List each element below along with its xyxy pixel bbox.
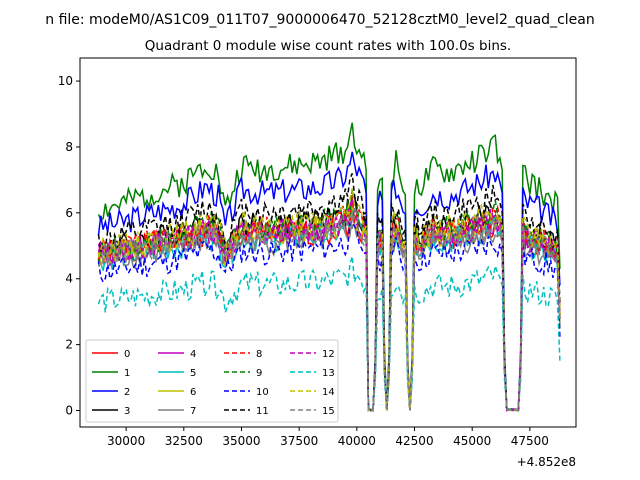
legend-label: 9 [256,368,262,379]
series-line-13 [97,256,561,412]
legend-label: 5 [190,368,196,379]
x-tick-label: 42500 [395,434,433,448]
legend-label: 6 [190,387,196,398]
legend-label: 4 [190,349,196,360]
legend-label: 7 [190,406,196,417]
x-tick-label: 40000 [338,434,376,448]
x-offset-label: +4.852e8 [517,455,576,469]
x-tick-label: 45000 [453,434,491,448]
x-tick-label: 30000 [107,434,145,448]
series-line-15 [97,204,561,412]
y-tick-label: 4 [65,272,73,286]
x-tick-label: 37500 [280,434,318,448]
legend-frame [85,339,339,423]
legend-label: 3 [124,406,130,417]
x-tick-label: 32500 [165,434,203,448]
x-axis-ticks: 30000 32500 35000 37500 40000 42500 45000 47500 [107,427,549,448]
legend-label: 11 [256,406,269,417]
legend-label: 15 [322,406,335,417]
y-tick-label: 0 [65,404,73,418]
legend-label: 12 [322,349,335,360]
series-line-14 [97,188,561,412]
series-line-2 [97,151,561,412]
y-tick-label: 10 [58,74,73,88]
legend-label: 8 [256,349,262,360]
legend-label: 0 [124,349,130,360]
chart-title: Quadrant 0 module wise count rates with … [145,38,511,54]
y-tick-label: 6 [65,206,73,220]
legend-label: 1 [124,368,130,379]
legend-label: 13 [322,368,335,379]
series-line-1 [97,122,561,412]
x-tick-label: 35000 [222,434,260,448]
plot-frame [79,57,577,428]
figure-suptitle: n file: modeM0/AS1C09_011T07_9000006470_… [45,12,594,28]
x-tick-label: 47500 [511,434,549,448]
y-axis-ticks: 0 2 4 6 8 10 [58,74,80,418]
series-line-8 [97,196,561,412]
legend-label: 14 [322,387,335,398]
legend-label: 10 [256,387,269,398]
y-tick-label: 8 [65,140,73,154]
legend-label: 2 [124,387,130,398]
series-layer [97,122,561,412]
y-tick-label: 2 [65,338,73,352]
